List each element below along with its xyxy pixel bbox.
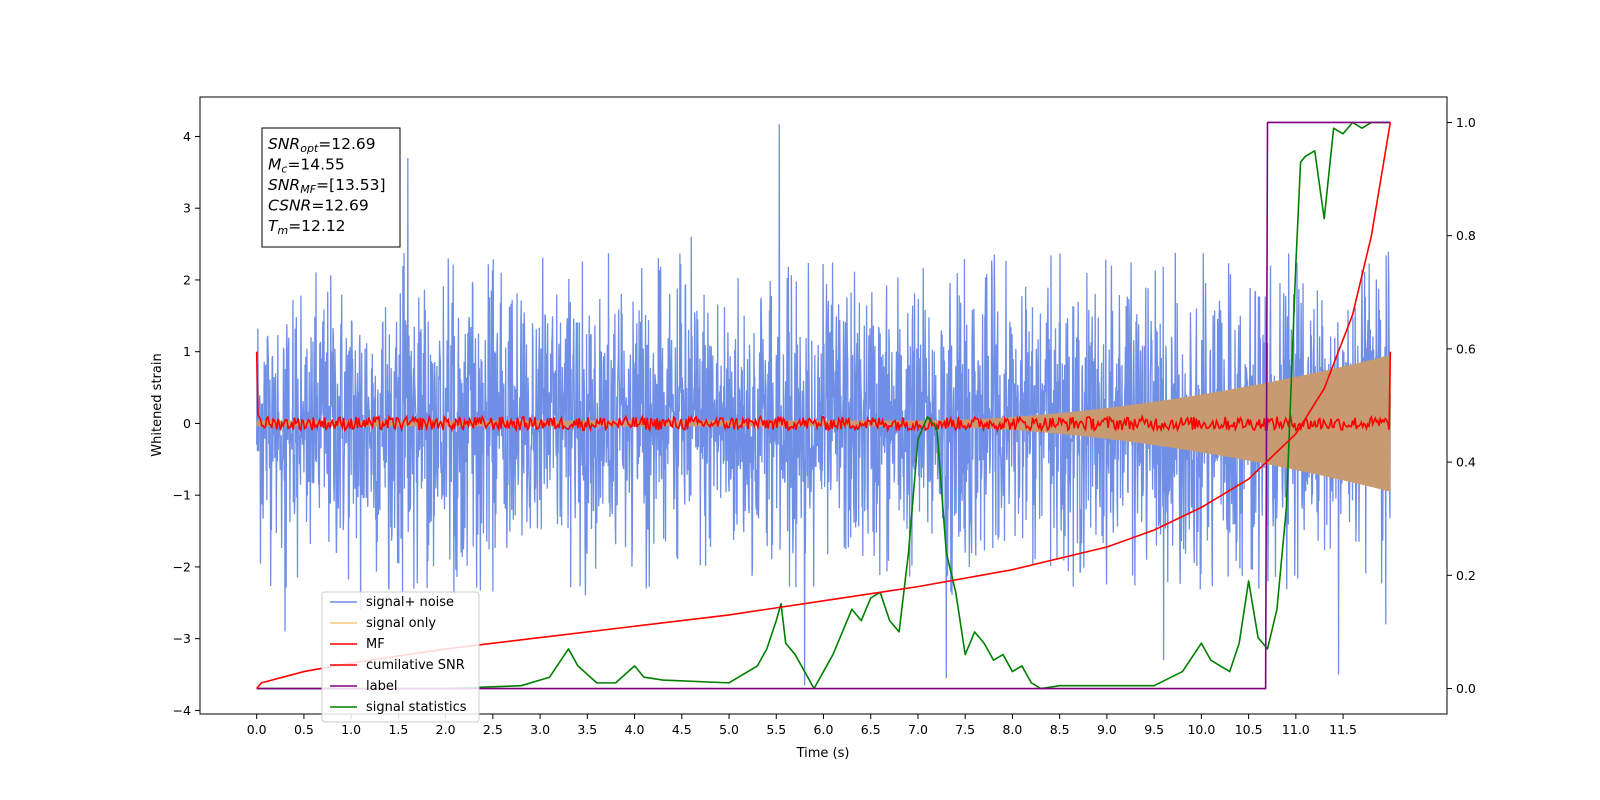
x-tick-label: 4.5 [672,722,692,737]
y-left-tick-label: −2 [173,559,191,574]
x-tick-label: 10.0 [1187,722,1215,737]
x-tick-label: 10.5 [1235,722,1263,737]
y-left-tick-label: 3 [183,201,191,216]
y-left-tick-label: 0 [183,416,191,431]
x-tick-label: 3.5 [577,722,597,737]
y-right-tick-label: 1.0 [1456,115,1476,130]
annotation-line: Mc=14.55 [268,156,345,176]
legend-label: signal statistics [366,700,467,715]
legend-label: signal+ noise [366,595,454,610]
x-tick-label: 8.5 [1050,722,1070,737]
x-tick-label: 9.5 [1144,722,1164,737]
annotation-line: SNRMF=[13.53] [268,176,386,196]
annotation-line: CSNR=12.69 [268,197,369,215]
x-tick-label: 2.5 [483,722,503,737]
x-tick-label: 0.5 [294,722,314,737]
y-right-tick-label: 0.4 [1456,455,1476,470]
y-left-tick-label: −3 [173,631,191,646]
y-axis-left: −4 −3 −2 −1 0 1 2 3 4 [173,129,200,718]
legend-label: label [366,679,397,694]
y-left-tick-label: −1 [173,488,191,503]
series-signal-statistics [256,121,1391,690]
y-right-tick-label: 0.2 [1456,568,1476,583]
y-right-tick-label: 0.6 [1456,341,1476,356]
y-axis-right: 0.0 0.2 0.4 0.6 0.8 1.0 [1447,115,1476,696]
x-tick-label: 0.0 [247,722,267,737]
series-mf [255,351,1392,434]
x-tick-label: 3.0 [530,722,550,737]
legend-label: signal only [366,616,436,631]
x-tick-label: 6.5 [861,722,881,737]
y-left-tick-label: 4 [183,129,191,144]
x-tick-label: 1.5 [388,722,408,737]
annotation-box: SNRopt=12.69Mc=14.55SNRMF=[13.53]CSNR=12… [261,127,401,248]
x-axis: 0.0 0.5 1.0 1.5 2.0 2.5 3.0 3.5 4.0 4.5 5.0 5.5 6.0 6… [247,714,1357,737]
legend-label: cumilative SNR [366,658,465,673]
series-layer [255,121,1392,690]
x-tick-label: 11.0 [1282,722,1310,737]
x-tick-label: 7.5 [955,722,975,737]
y-left-tick-label: 2 [183,272,191,287]
legend-frame [321,591,480,723]
x-tick-label: 1.0 [341,722,361,737]
x-tick-label: 7.0 [908,722,928,737]
x-tick-label: 11.5 [1329,722,1357,737]
x-tick-label: 9.0 [1097,722,1117,737]
x-tick-label: 8.0 [1002,722,1022,737]
legend: signal+ noise signal only MF cumilative SNR… [321,591,480,723]
x-axis-label: Time (s) [796,746,850,761]
x-tick-label: 6.0 [814,722,834,737]
y-right-tick-label: 0.0 [1456,681,1476,696]
y-axis-label: Whitened strain [150,353,165,456]
x-tick-label: 4.0 [625,722,645,737]
legend-label: MF [366,637,385,652]
x-tick-label: 5.0 [719,722,739,737]
x-tick-label: 5.5 [766,722,786,737]
annotation-line: Tm=12.12 [268,217,346,237]
series-signal-noise [256,124,1391,686]
annotation-line: SNRopt=12.69 [268,135,376,155]
y-right-tick-label: 0.8 [1456,228,1476,243]
y-left-tick-label: −4 [173,703,191,718]
y-left-tick-label: 1 [183,344,191,359]
series-label [256,121,1391,690]
x-tick-label: 2.0 [436,722,456,737]
annotation-frame [261,127,401,248]
